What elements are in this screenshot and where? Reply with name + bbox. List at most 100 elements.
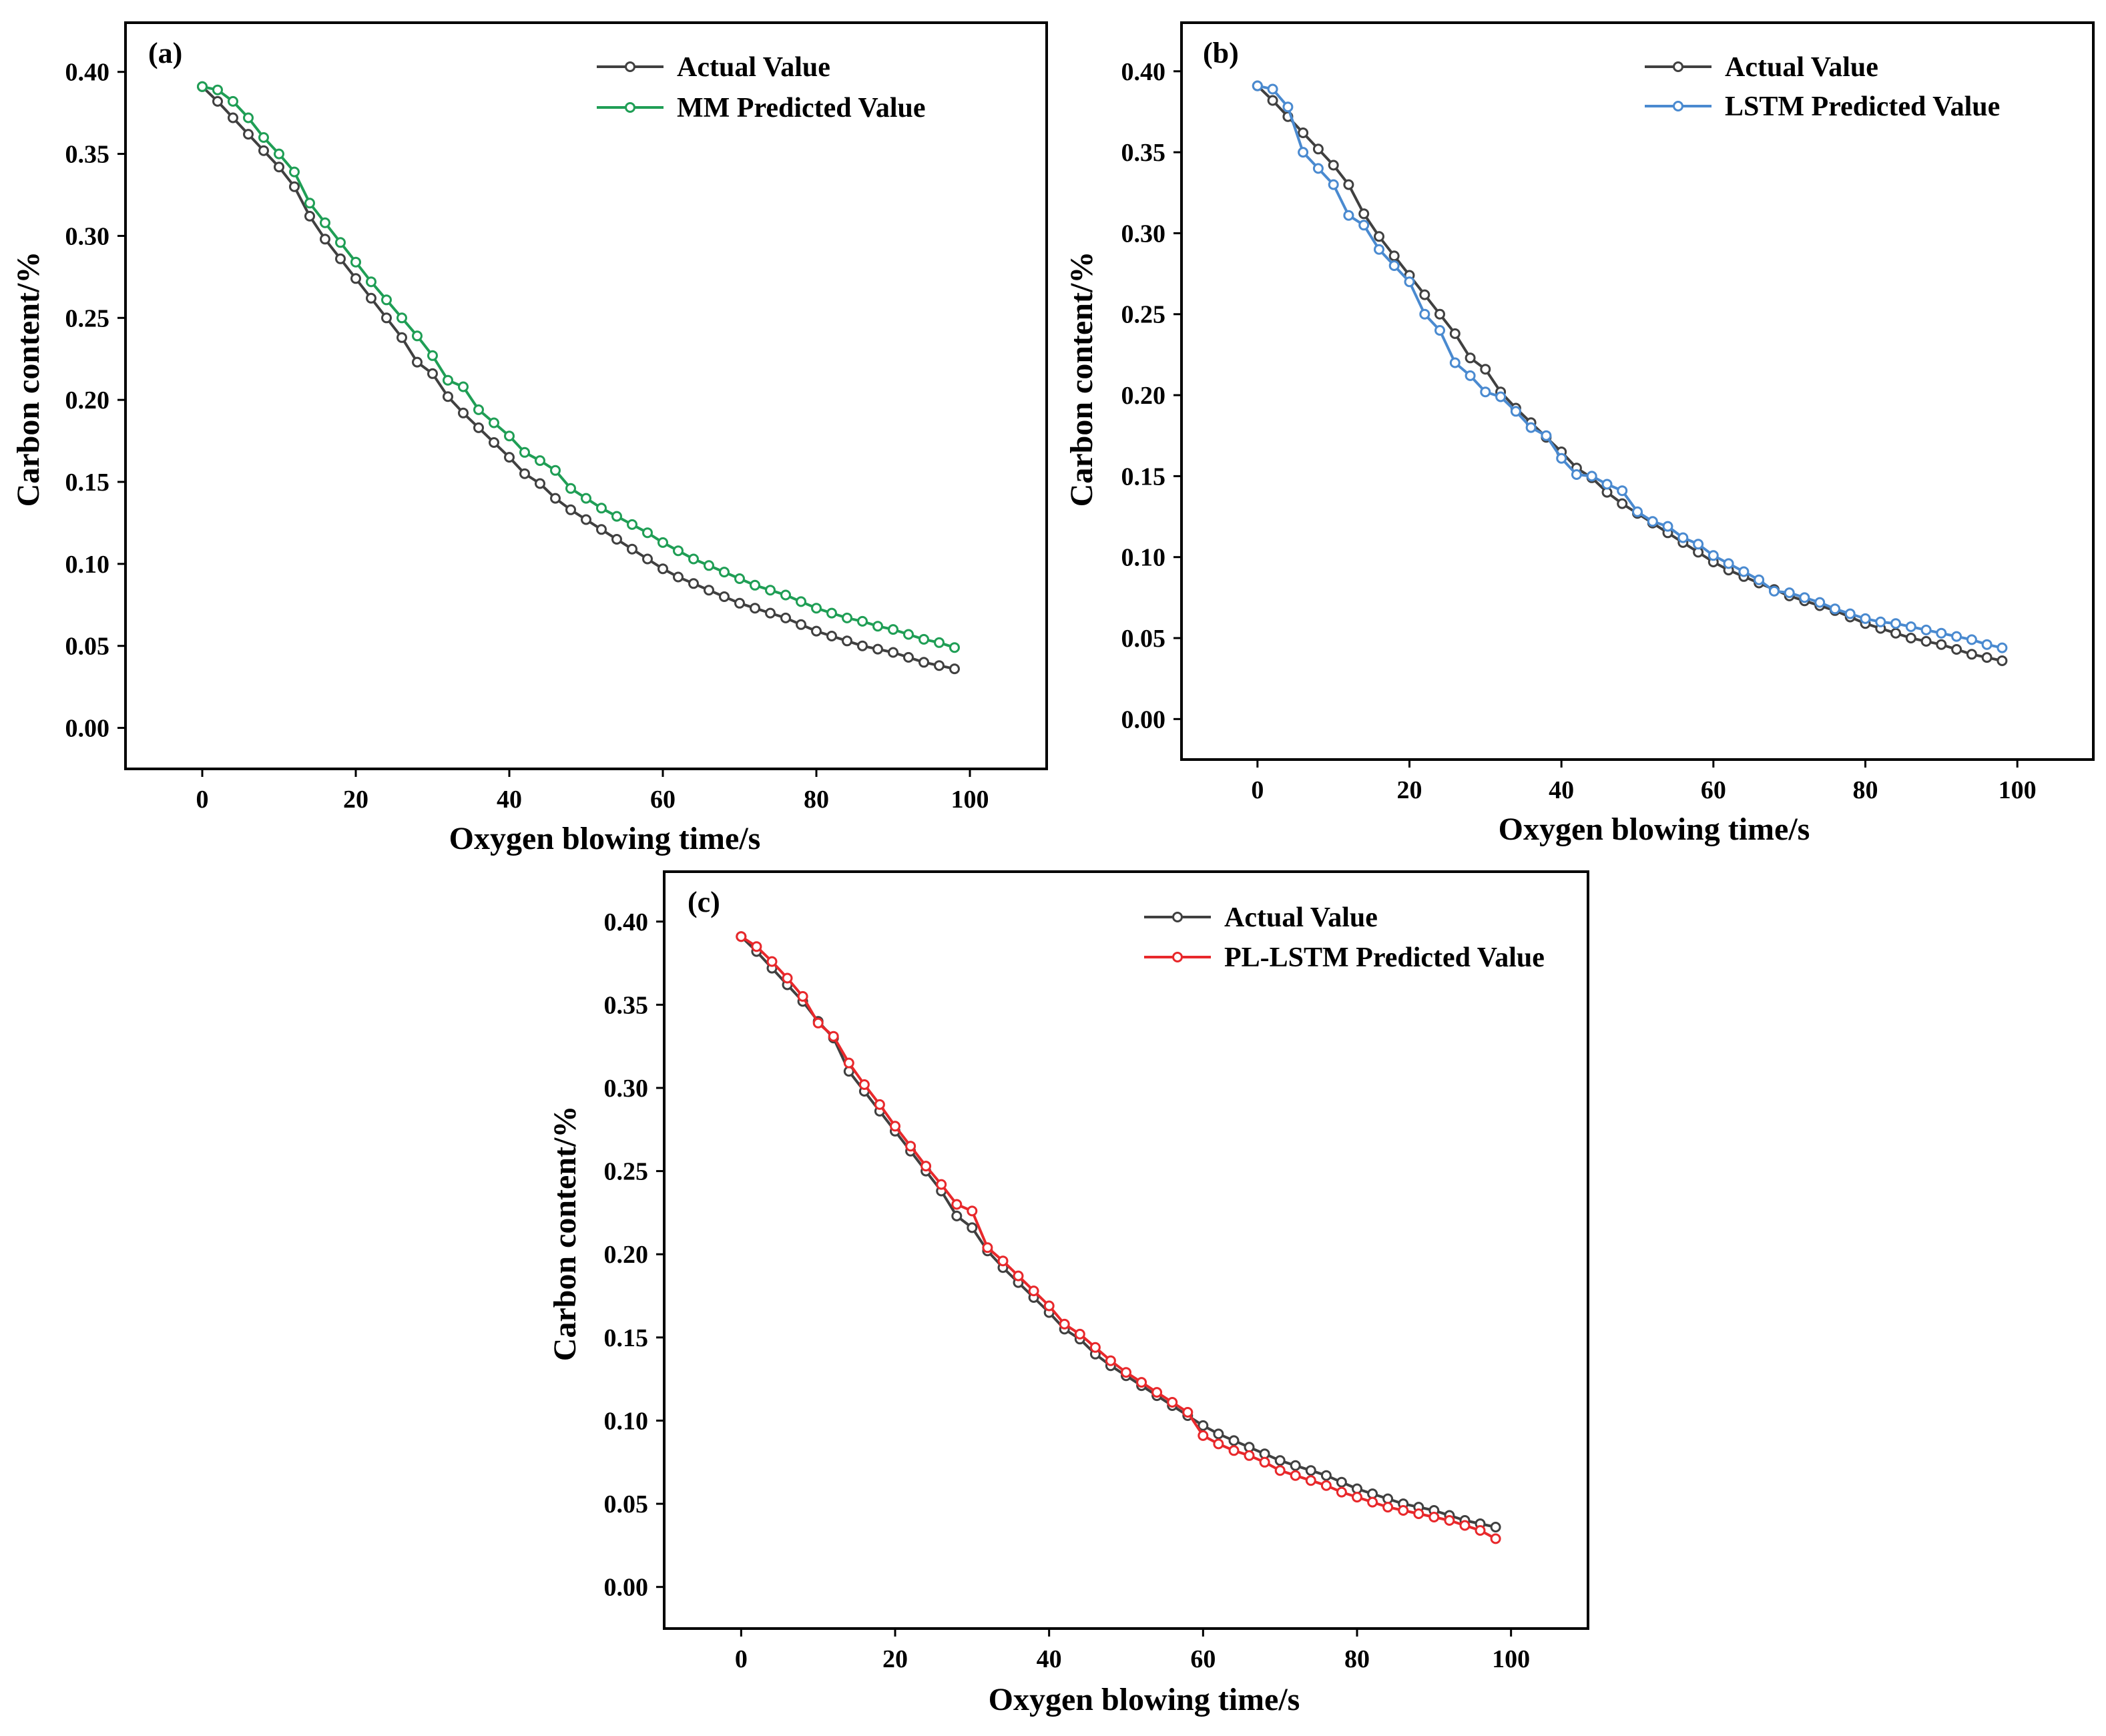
data-point-predicted	[1662, 521, 1673, 532]
data-point-predicted	[320, 217, 330, 228]
data-point-predicted	[1428, 1512, 1440, 1522]
y-ticks-c: 0.00 0.05 0.10 0.15 0.20 0.25 0.30 0.35 0.40	[604, 908, 664, 1602]
data-point-actual	[443, 391, 453, 402]
data-point-actual	[951, 1210, 963, 1221]
data-point-predicted	[1028, 1285, 1039, 1297]
data-point-actual	[765, 607, 776, 619]
data-point-actual	[350, 273, 361, 284]
data-point-predicted	[1738, 566, 1750, 577]
data-point-actual	[688, 578, 699, 589]
data-point-actual	[274, 162, 284, 173]
x-tick-label: 20	[882, 1645, 908, 1673]
data-point-predicted	[780, 589, 791, 601]
y-axis-title-b: Carbon content/%	[1064, 252, 1099, 507]
data-point-predicted	[1328, 179, 1339, 190]
data-point-predicted	[519, 447, 530, 458]
data-point-predicted	[1074, 1328, 1085, 1340]
y-tick-label: 0.35	[65, 141, 110, 169]
data-point-predicted	[936, 1179, 947, 1190]
y-tick-label: 0.30	[1121, 220, 1166, 248]
data-point-actual	[934, 660, 945, 671]
x-ticks-a: 0 20 40 60 80 100	[196, 769, 989, 814]
data-point-actual	[366, 292, 376, 304]
data-point-actual	[519, 468, 530, 479]
data-point-predicted	[381, 294, 392, 306]
data-point-predicted	[811, 603, 822, 614]
legend-label-predicted-b: LSTM Predicted Value	[1725, 91, 2000, 122]
data-point-predicted	[1167, 1397, 1178, 1408]
data-point-predicted	[1936, 627, 1947, 639]
data-point-actual	[243, 129, 254, 140]
data-point-predicted	[1997, 642, 2008, 653]
data-point-predicted	[412, 330, 423, 342]
y-tick-label: 0.30	[604, 1075, 649, 1103]
data-point-actual	[1298, 127, 1309, 138]
x-axis-title-b: Oxygen blowing time/s	[1499, 812, 1810, 847]
y-axis-title-a: Carbon content/%	[11, 252, 46, 507]
legend-marker-predicted-a	[625, 102, 635, 113]
data-point-predicted	[1586, 471, 1597, 482]
series-line-predicted	[202, 85, 955, 649]
data-point-predicted	[734, 573, 745, 584]
data-point-predicted	[197, 81, 208, 92]
data-point-predicted	[826, 607, 837, 619]
data-point-actual	[596, 524, 607, 535]
data-point-actual	[535, 478, 545, 489]
legend-label-actual-b: Actual Value	[1725, 52, 1878, 83]
data-point-predicted	[397, 312, 407, 324]
series-group-c	[736, 931, 1501, 1544]
data-point-predicted	[627, 519, 637, 530]
data-point-predicted	[1475, 1525, 1486, 1536]
y-tick-label: 0.15	[604, 1324, 649, 1352]
data-point-actual	[611, 534, 622, 545]
data-point-actual	[473, 422, 484, 433]
y-tick-label: 0.00	[1121, 705, 1166, 734]
y-tick-label: 0.40	[1121, 58, 1166, 86]
data-point-predicted	[949, 642, 960, 653]
data-point-actual	[412, 356, 423, 368]
data-point-actual	[1312, 143, 1324, 155]
data-point-predicted	[212, 84, 223, 95]
data-point-actual	[949, 663, 960, 675]
data-point-actual	[780, 612, 791, 623]
data-point-predicted	[1541, 430, 1552, 441]
plot-frame-a	[124, 21, 1048, 770]
data-point-actual	[1449, 328, 1461, 339]
data-point-predicted	[812, 1017, 824, 1029]
data-point-actual	[335, 253, 346, 264]
data-point-predicted	[1059, 1318, 1070, 1330]
y-tick-label: 0.25	[1121, 301, 1166, 329]
y-tick-label: 0.25	[65, 304, 110, 332]
data-point-predicted	[1434, 325, 1445, 336]
data-point-predicted	[642, 527, 653, 539]
data-point-actual	[657, 563, 668, 575]
x-tick-label: 40	[497, 786, 522, 814]
y-tick-label: 0.10	[65, 551, 110, 579]
data-point-predicted	[565, 483, 576, 494]
data-point-predicted	[796, 596, 806, 607]
data-point-actual	[842, 635, 852, 647]
x-tick-label: 60	[1701, 776, 1726, 804]
data-point-actual	[872, 643, 883, 655]
data-point-predicted	[1465, 370, 1476, 381]
data-point-predicted	[550, 465, 561, 476]
data-point-predicted	[1089, 1342, 1101, 1353]
data-point-actual	[1951, 644, 1962, 655]
data-point-predicted	[366, 276, 376, 288]
data-point-predicted	[1920, 624, 1932, 635]
data-point-actual	[397, 332, 407, 343]
data-point-actual	[228, 112, 238, 123]
data-point-predicted	[1981, 639, 1993, 650]
data-point-actual	[1374, 231, 1384, 242]
data-point-actual	[1905, 633, 1916, 643]
data-point-actual	[1480, 364, 1491, 375]
data-point-predicted	[1860, 613, 1871, 624]
x-tick-label: 100	[951, 786, 989, 814]
data-point-actual	[1336, 1476, 1347, 1488]
data-point-actual	[581, 514, 591, 525]
data-point-predicted	[857, 615, 868, 627]
y-tick-label: 0.25	[604, 1158, 649, 1186]
y-tick-label: 0.10	[604, 1407, 649, 1435]
data-point-predicted	[1814, 597, 1826, 608]
data-point-actual	[627, 543, 637, 555]
